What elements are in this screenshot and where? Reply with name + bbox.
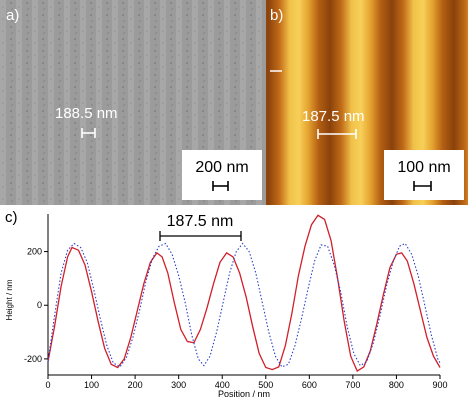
panel-b-feature-measure: 187.5 nm <box>302 108 365 125</box>
y-tick-label: -200 <box>24 354 42 364</box>
panel-c-letter: c) <box>5 209 18 226</box>
panel-a: a) 188.5 nm 200 nm <box>0 0 266 205</box>
panel-a-letter: a) <box>6 7 19 24</box>
x-tick-label: 900 <box>432 380 447 390</box>
panel-a-scalebar <box>212 181 229 191</box>
x-tick-label: 0 <box>45 380 50 390</box>
plot-area: 0 100 200 300 400 500 600 700 800 900 -200 0 200 <box>24 214 448 390</box>
x-tick-label: 800 <box>389 380 404 390</box>
x-tick-label: 300 <box>171 380 186 390</box>
x-tick-label: 700 <box>345 380 360 390</box>
panel-a-scalebar-label: 200 nm <box>195 159 248 176</box>
x-tick-label: 400 <box>215 380 230 390</box>
panel-b-scalebar <box>413 181 432 191</box>
x-tick-label: 500 <box>258 380 273 390</box>
panel-a-feature-measure: 188.5 nm <box>55 105 118 122</box>
panel-c: c) 187.5 nm 0 100 200 300 400 500 600 700 800 900… <box>5 209 448 399</box>
chart-annotation-bracket <box>159 231 242 241</box>
panel-a-scalebar-box <box>182 150 262 200</box>
x-tick-label: 600 <box>302 380 317 390</box>
panel-b-feature-bar <box>317 129 357 139</box>
panel-a-feature-bar <box>81 128 96 138</box>
y-tick-label: 0 <box>37 300 42 310</box>
panel-b-letter: b) <box>270 7 283 24</box>
panel-b-scalebar-box <box>384 150 464 200</box>
y-tick-label: 200 <box>27 247 42 257</box>
panel-b: b) 187.5 nm 100 nm <box>266 0 468 205</box>
series-line-1 <box>47 214 441 372</box>
chart-annotation: 187.5 nm <box>167 213 234 230</box>
x-tick-label: 100 <box>84 380 99 390</box>
y-axis-label: Height / nm <box>5 279 14 320</box>
panel-b-scalebar-label: 100 nm <box>397 159 450 176</box>
x-axis-label: Position / nm <box>218 389 270 399</box>
x-tick-label: 200 <box>128 380 143 390</box>
